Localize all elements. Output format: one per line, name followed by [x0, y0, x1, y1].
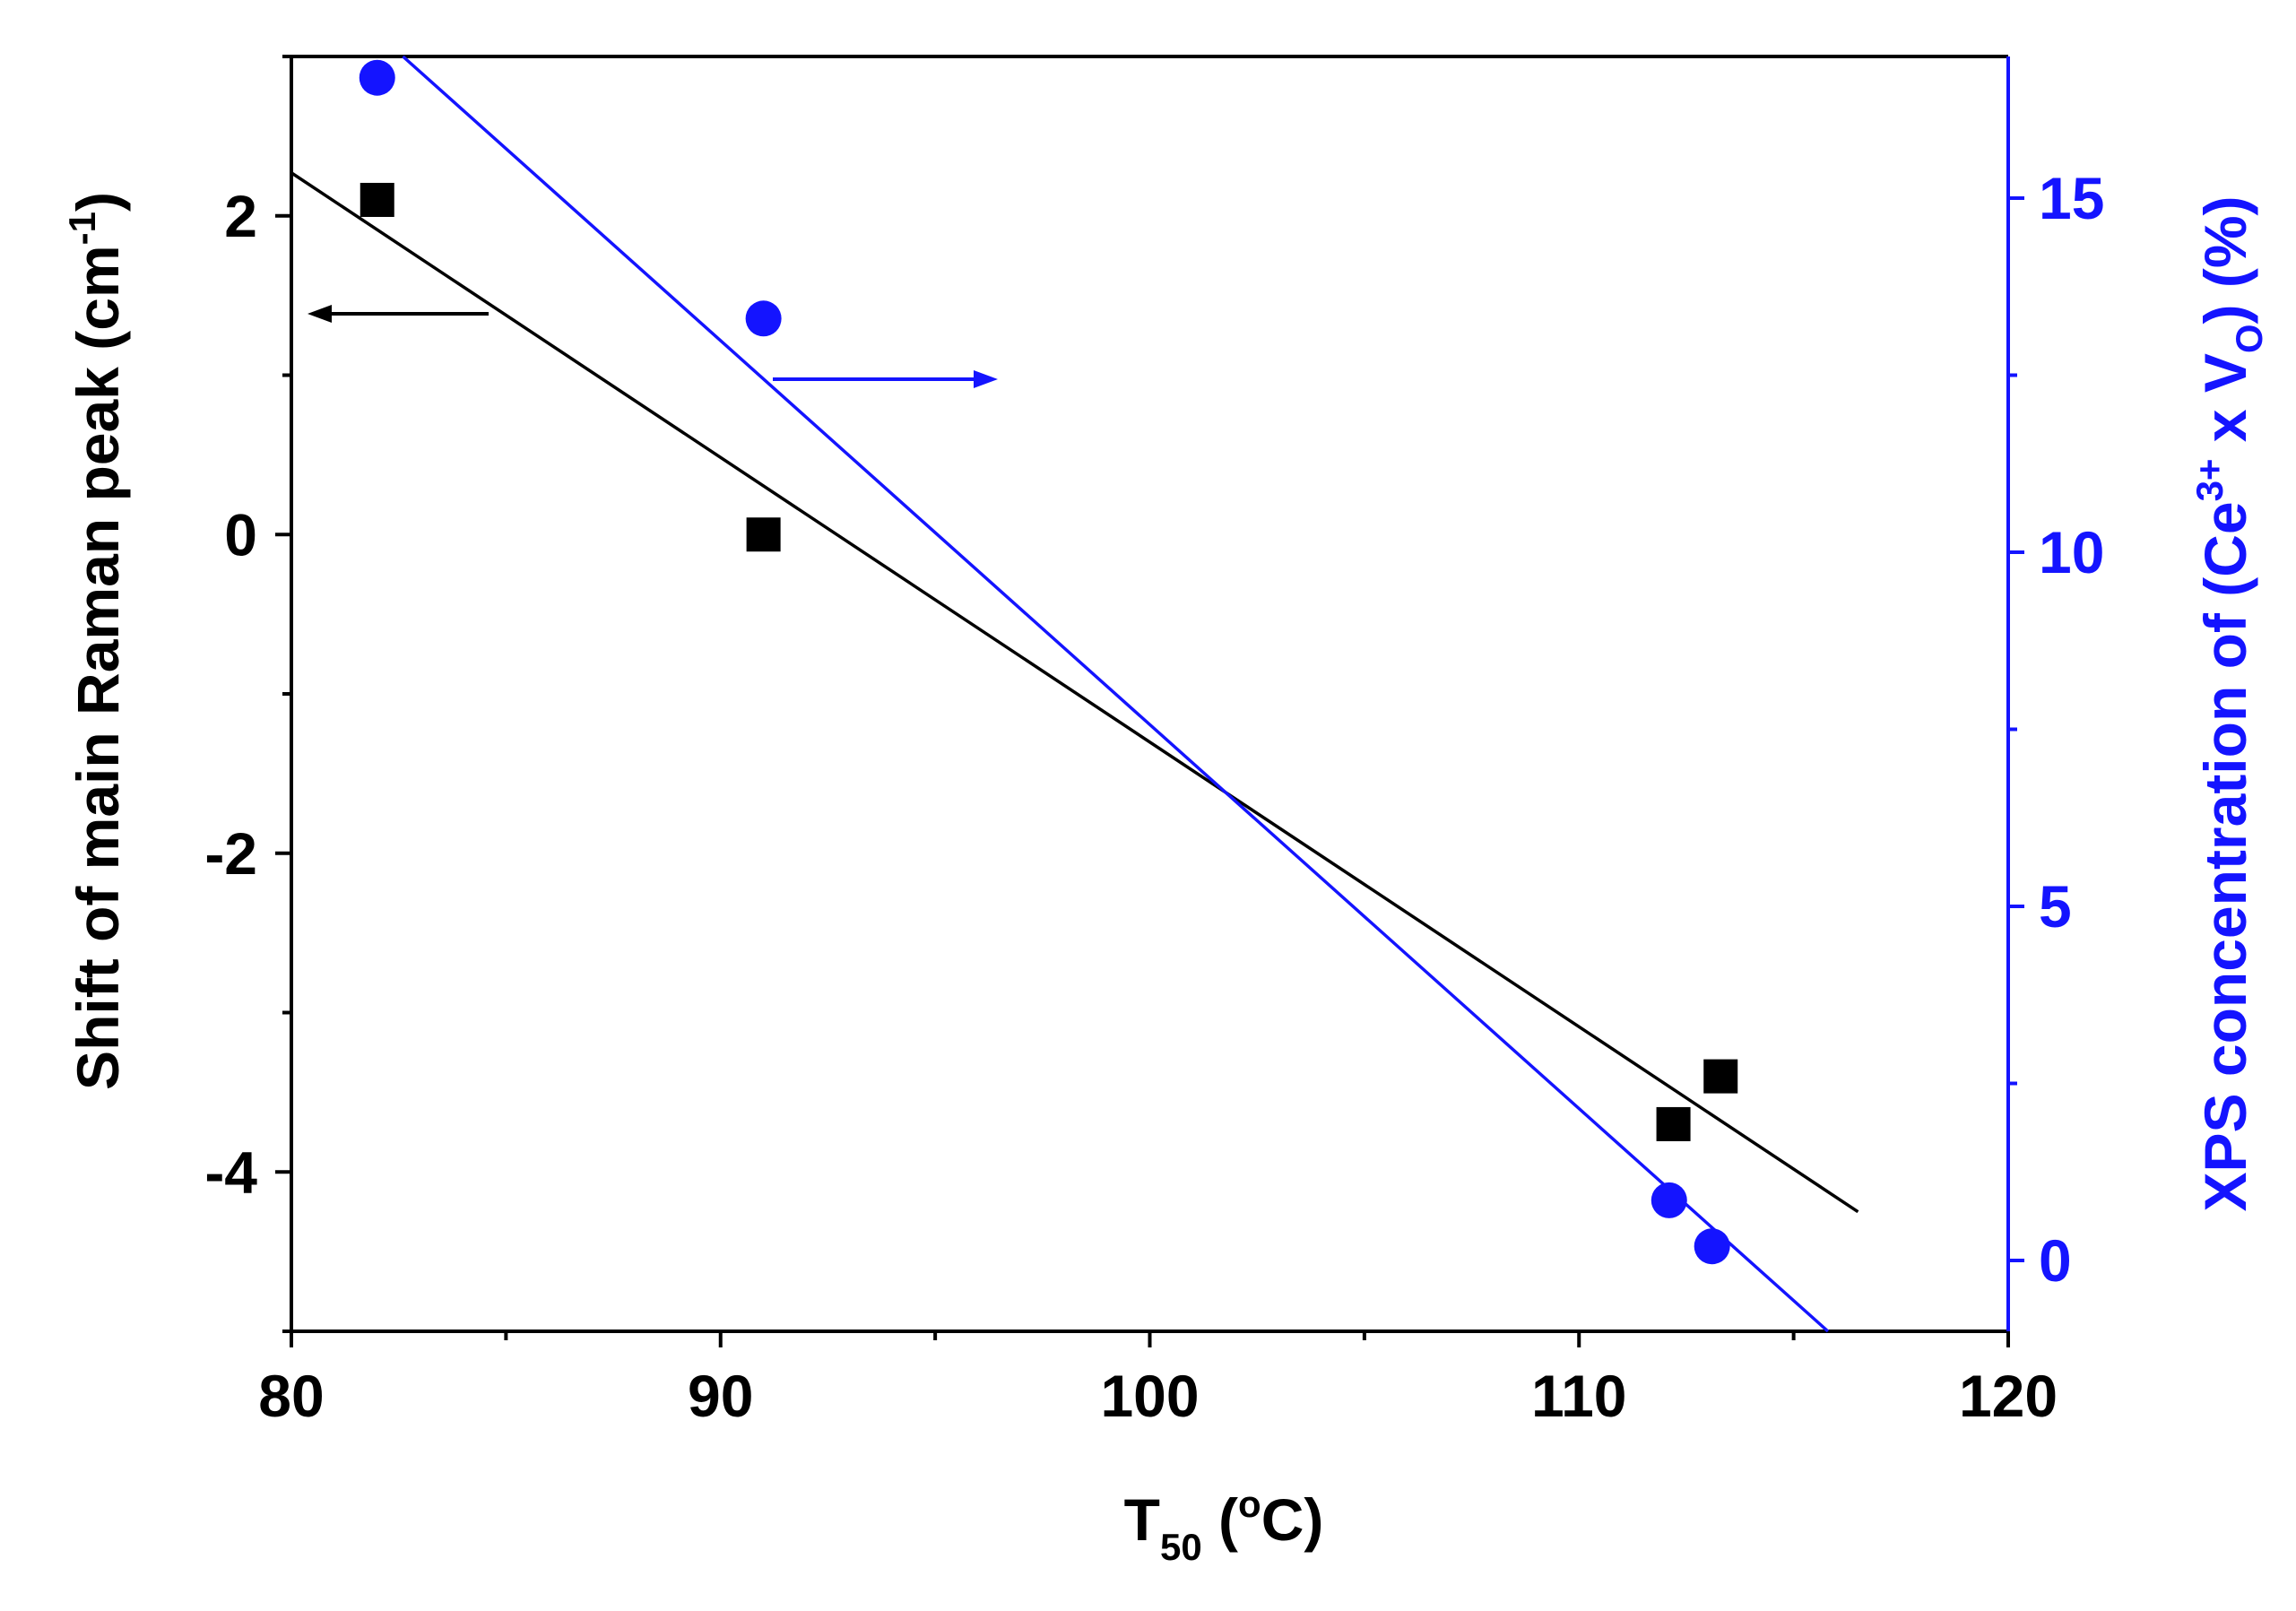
x-tick-label: 80 [258, 1363, 324, 1429]
y-right-tick-label: 0 [2039, 1227, 2072, 1294]
raman-data-point [1703, 1059, 1738, 1094]
x-axis-title: T50 (oC) [1124, 1483, 1324, 1568]
y-left-tick-label: -4 [204, 1139, 257, 1205]
raman-fit-line [290, 171, 1859, 1214]
x-tick-label: 100 [1100, 1363, 1199, 1429]
x-tick-label: 120 [1959, 1363, 2058, 1429]
raman-data-point [1656, 1106, 1691, 1141]
y-right-tick-label: 15 [2039, 165, 2104, 231]
xps-fit-line [402, 55, 1830, 1333]
x-tick-label: 90 [688, 1363, 753, 1429]
xps-data-point [359, 59, 395, 96]
y-left-tick-label: 0 [224, 501, 257, 567]
x-tick-label: 110 [1531, 1363, 1626, 1429]
raman-data-point [360, 182, 394, 217]
data-markers [359, 59, 1738, 1265]
left-axis-arrow [308, 305, 489, 323]
xps-data-point [1651, 1182, 1687, 1218]
xps-data-point [1694, 1228, 1730, 1265]
xps-data-point [745, 300, 782, 337]
axis-indicator-arrows [308, 305, 998, 388]
y-axis-right-title: XPS concentration of (Ce3+ x VO) (%) [2188, 195, 2270, 1211]
right-arrowhead-icon [974, 370, 998, 388]
fit-lines [290, 55, 1859, 1333]
y-axis-left-title: Shift of main Raman peak (cm-1) [61, 192, 131, 1090]
y-left-tick-label: -2 [204, 820, 257, 887]
y-right-tick-label: 10 [2039, 519, 2104, 585]
y-right-tick-label: 5 [2039, 873, 2072, 940]
tick-labels: 80 90 100 110 120 -4 -2 0 2 0 5 10 15 [204, 165, 2104, 1429]
left-arrowhead-icon [308, 305, 332, 323]
raman-data-point [746, 517, 781, 552]
right-axis-arrow [773, 370, 998, 388]
y-left-tick-label: 2 [224, 183, 257, 249]
axis-ticks [275, 55, 2024, 1347]
